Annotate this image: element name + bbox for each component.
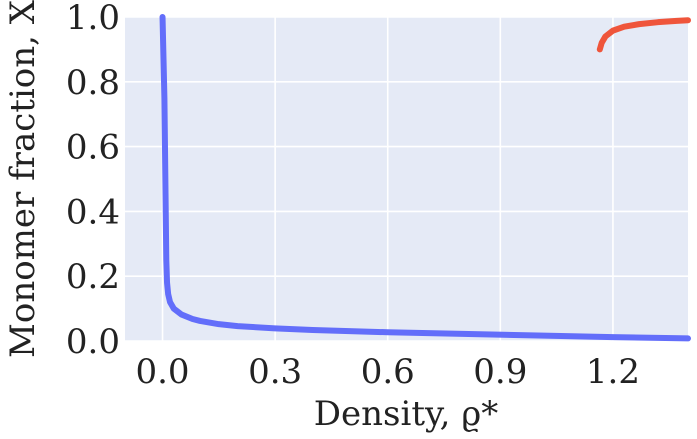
- series-line-1: [159, 14, 691, 342]
- grid-lines: [125, 16, 688, 342]
- x-tick-label: 0.3: [248, 352, 302, 392]
- y-axis-title: Monomer fraction, X: [3, 0, 43, 358]
- y-tick-label: 0.8: [66, 63, 120, 103]
- series-line-2: [596, 17, 691, 53]
- x-tick-label: 0.6: [361, 352, 415, 392]
- y-tick-label: 0.2: [66, 257, 120, 297]
- x-axis-title: Density, ϱ*: [314, 394, 499, 434]
- plot-background: [125, 17, 688, 341]
- x-tick-label: 0.9: [473, 352, 527, 392]
- y-tick-label: 0.0: [66, 322, 120, 362]
- x-tick-labels: 0.0 0.3 0.6 0.9 1.2: [135, 352, 639, 392]
- x-tick-label: 1.2: [586, 352, 640, 392]
- y-tick-label: 0.6: [66, 128, 120, 168]
- y-tick-label: 0.4: [66, 192, 120, 232]
- y-tick-label: 1.0: [66, 0, 120, 38]
- data-series: [159, 14, 691, 342]
- y-tick-labels: 0.0 0.2 0.4 0.6 0.8 1.0: [66, 0, 120, 362]
- x-tick-label: 0.0: [135, 352, 189, 392]
